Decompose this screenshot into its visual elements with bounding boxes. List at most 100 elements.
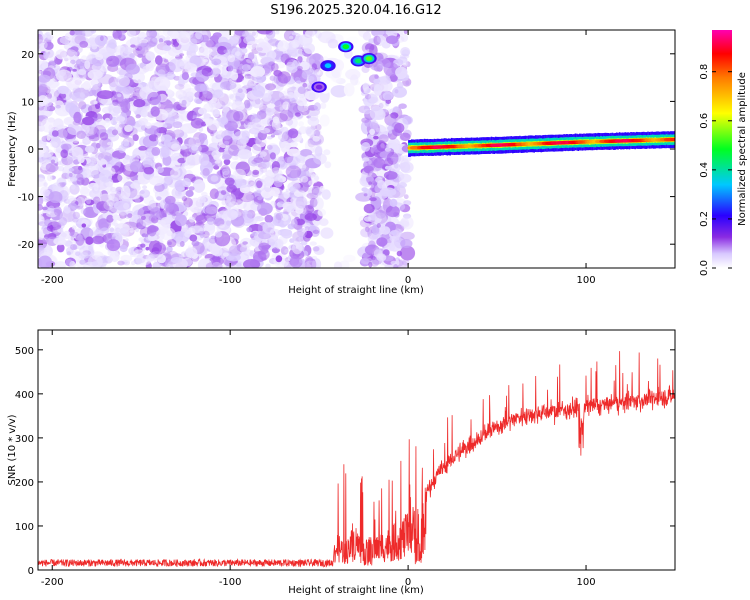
heatmap-cell <box>386 151 399 165</box>
heatmap-cell <box>257 196 263 201</box>
snr-background <box>38 330 675 570</box>
heatmap-cell <box>82 116 95 126</box>
heatmap-cell <box>281 229 293 239</box>
heatmap-cell <box>38 74 51 83</box>
heatmap-cell <box>232 168 246 181</box>
heatmap-cell <box>129 53 136 58</box>
heatmap-cell <box>280 141 291 153</box>
heatmap-cell <box>47 34 54 40</box>
heatmap-cell <box>56 243 65 253</box>
heatmap-cell <box>248 127 260 135</box>
heatmap-cell <box>245 194 254 201</box>
heatmap-cell <box>363 165 374 174</box>
heatmap-cell <box>295 183 300 187</box>
heatmap-cell <box>139 38 149 44</box>
heatmap-cell <box>130 182 140 189</box>
heatmap-cell <box>225 203 232 211</box>
snr-y-label: SNR (10 * v/v) <box>7 414 18 485</box>
heatmap-cell <box>174 42 182 51</box>
heatmap-cell <box>256 180 263 189</box>
heatmap-cell <box>296 48 304 59</box>
heatmap-cell <box>288 244 296 251</box>
heatmap-cell <box>253 157 264 164</box>
heatmap-cell <box>375 127 382 133</box>
heatmap-cell <box>164 50 174 61</box>
heatmap-cell <box>50 159 56 164</box>
heatmap-cell <box>284 249 289 254</box>
heatmap-x-label: Height of straight line (km) <box>288 285 424 296</box>
heatmap-cell <box>142 185 148 190</box>
heatmap-cell <box>364 93 372 100</box>
heatmap-cell <box>163 175 172 183</box>
heatmap-cell <box>188 216 195 223</box>
heatmap-cell <box>393 264 399 268</box>
heatmap-cell <box>263 176 275 187</box>
heatmap-cell <box>300 176 309 183</box>
heatmap-cell <box>106 55 120 67</box>
heatmap-cell <box>125 63 140 75</box>
heatmap-cell <box>72 217 79 223</box>
heatmap-cell <box>48 191 63 204</box>
heatmap-cell <box>311 186 320 196</box>
heatmap-cell <box>66 251 72 256</box>
snr-y-axis: 0 100 200 300 400 500 <box>15 346 675 577</box>
heatmap-cell <box>396 36 405 43</box>
heatmap-cell <box>239 245 250 253</box>
heatmap-cell <box>376 253 387 262</box>
heatmap-cell <box>239 92 246 99</box>
heatmap-cell <box>172 121 183 129</box>
heatmap-cell <box>119 123 126 128</box>
heatmap-cell <box>221 200 227 206</box>
heatmap-cell <box>100 158 106 166</box>
heatmap-cell <box>173 103 183 109</box>
heatmap-cell <box>259 151 267 157</box>
heatmap-cell <box>68 172 73 178</box>
colorbar-tick-label: 0.8 <box>699 64 710 80</box>
heatmap-cell <box>58 217 68 226</box>
heatmap-cell <box>135 88 140 94</box>
heatmap-cell <box>288 35 294 40</box>
heatmap-cell <box>166 36 171 41</box>
heatmap-cell <box>53 206 62 217</box>
heatmap-cell <box>204 204 218 217</box>
heatmap-cell <box>152 262 161 268</box>
heatmap-cell <box>277 203 282 208</box>
heatmap-cell <box>361 157 370 162</box>
heatmap-cell <box>60 232 68 238</box>
heatmap-cell <box>238 190 256 203</box>
heatmap-cell <box>79 92 85 98</box>
heatmap-cell <box>290 86 297 91</box>
heatmap-cell <box>669 137 675 142</box>
heatmap-y-axis: -20 -10 0 10 20 <box>18 50 675 251</box>
heatmap-cell <box>237 88 243 93</box>
heatmap-cell <box>227 54 236 63</box>
heatmap-cell <box>201 67 214 77</box>
heatmap-cell <box>400 231 415 241</box>
heatmap-cell <box>309 225 317 231</box>
heatmap-cell <box>130 154 140 164</box>
heatmap-cell <box>189 33 204 44</box>
heatmap-cell <box>136 171 144 177</box>
heatmap-cell <box>333 261 343 268</box>
heatmap-cell <box>309 197 318 208</box>
heatmap-cell <box>179 60 192 70</box>
heatmap-cell <box>89 189 102 199</box>
heatmap-cell <box>145 254 155 262</box>
heatmap-cell <box>139 189 151 198</box>
heatmap-cell <box>389 198 398 207</box>
heatmap-cell <box>145 51 155 61</box>
heatmap-cell <box>265 263 271 268</box>
heatmap-cell <box>184 231 192 238</box>
heatmap-cell <box>162 45 172 51</box>
heatmap-cell <box>270 63 279 72</box>
heatmap-cell <box>87 69 103 80</box>
heatmap-cell <box>137 243 143 251</box>
snr-panel: -200 -100 0 100 0 100 200 300 400 500 Height of … <box>7 329 676 596</box>
heatmap-cell <box>106 214 114 223</box>
heatmap-cell <box>103 201 114 211</box>
heatmap-cell <box>385 99 392 104</box>
heatmap-cell <box>315 123 322 131</box>
heatmap-cell <box>395 66 408 79</box>
heatmap-cell <box>316 70 327 76</box>
heatmap-cell <box>112 214 121 221</box>
